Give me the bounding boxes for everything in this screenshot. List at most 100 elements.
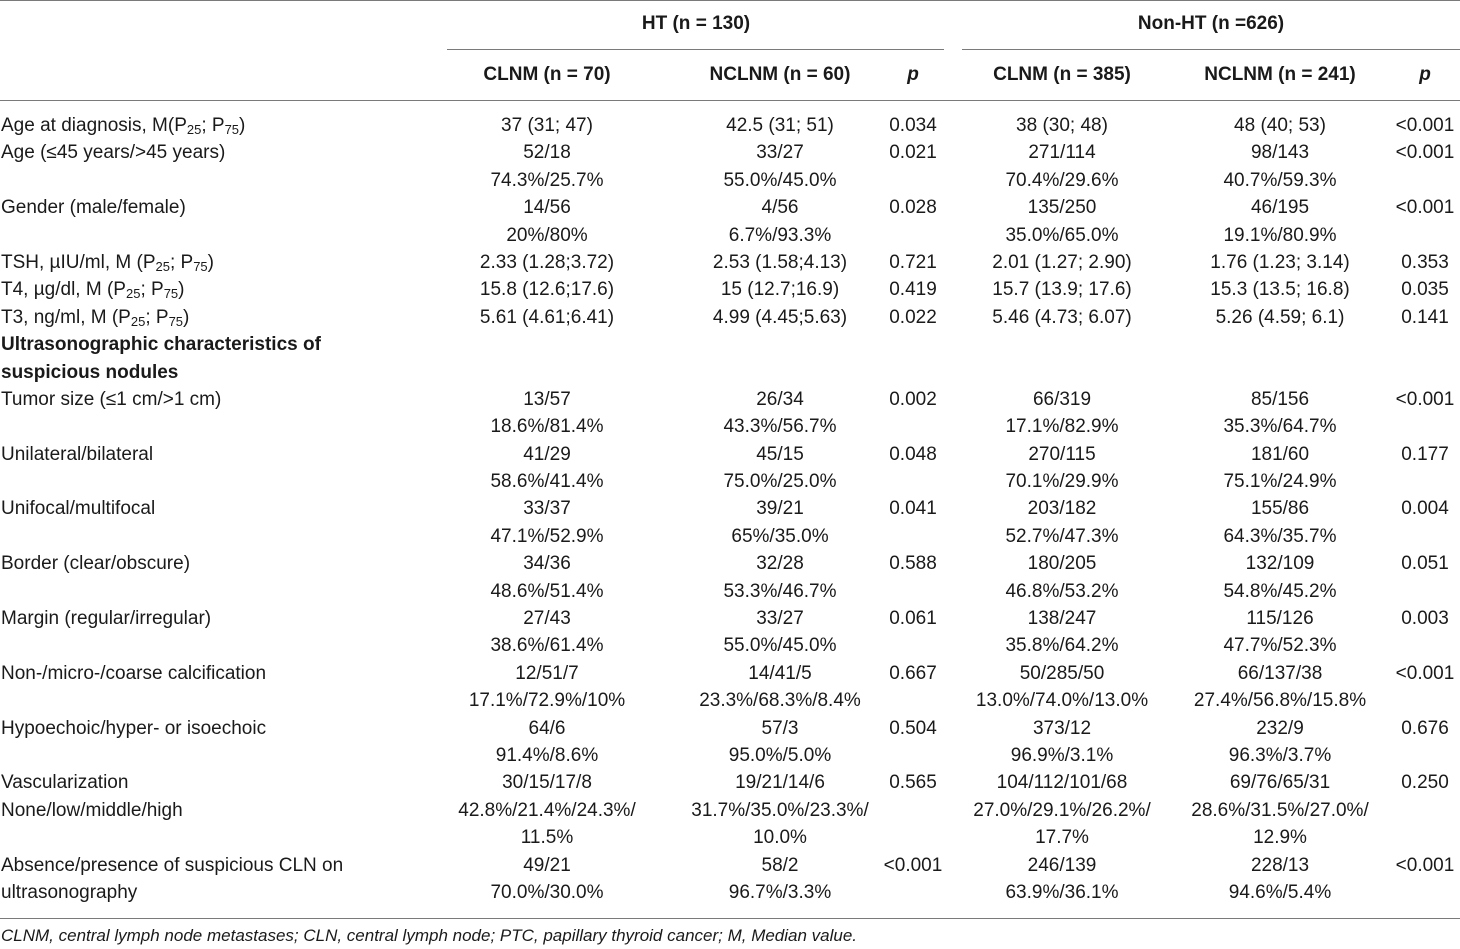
table-row: 17.1%/72.9%/10% 23.3%/68.3%/8.4% 13.0%/74.… [0,687,1460,714]
cell-nonht-nclnm: 96.3%/3.7% [1228,744,1332,766]
table-body: Age at diagnosis, M(P25; P75) 37 (31; 47)… [0,112,1460,906]
table-row: Ultrasonographic characteristics of [0,331,1460,358]
cell-ht-nclnm: 26/34 [756,388,804,410]
cell-nonht-nclnm: 66/137/38 [1237,662,1323,684]
cell-nonht-p: <0.001 [1395,854,1455,876]
cell-ht-p: 0.667 [889,662,937,684]
table-row: Border (clear/obscure) 34/36 32/28 0.588 180… [0,550,1460,577]
col-ht-nclnm: NCLNM (n = 60) [709,64,851,85]
row-label: Tumor size (≤1 cm/>1 cm) [1,388,222,410]
row-label: Border (clear/obscure) [1,553,191,575]
cell-ht-p: 0.588 [889,553,937,575]
cell-ht-clnm: 13/57 [523,388,571,410]
cell-ht-nclnm: 55.0%/45.0% [723,635,837,657]
cell-nonht-p: 0.003 [1401,608,1449,630]
cell-ht-nclnm: 57/3 [761,717,799,739]
cell-ht-clnm: 52/18 [523,142,571,164]
row-label: Age at diagnosis, M(P25; P75) [1,115,246,137]
row-label: Margin (regular/irregular) [1,608,212,630]
col-ht-p: p [907,64,919,85]
cell-ht-clnm: 37 (31; 47) [501,115,593,136]
col-ht-clnm: CLNM (n = 70) [483,64,611,85]
table-row: Hypoechoic/hyper- or isoechoic 64/6 57/3 0.… [0,715,1460,742]
cell-ht-clnm: 47.1%/52.9% [490,525,604,547]
table-row: 11.5% 10.0% 17.7% 12.9% [0,824,1460,851]
row-label: Age (≤45 years/>45 years) [1,142,226,164]
cell-ht-nclnm: 58/2 [761,854,799,876]
cell-ht-nclnm: 75.0%/25.0% [723,471,837,493]
cell-nonht-clnm: 203/182 [1027,498,1097,520]
cell-nonht-clnm: 66/319 [1032,388,1092,410]
cell-nonht-clnm: 246/139 [1027,854,1097,876]
table-row: Non-/micro-/coarse calcification 12/51/7 1… [0,660,1460,687]
cell-ht-nclnm: 15 (12.7;16.9) [720,279,840,301]
cell-nonht-clnm: 46.8%/53.2% [1005,580,1119,602]
row-label: ultrasonography [1,881,138,903]
cell-ht-clnm: 18.6%/81.4% [490,416,604,438]
table-row: Age (≤45 years/>45 years) 52/18 33/27 0.021… [0,139,1460,166]
cell-ht-clnm: 70.0%/30.0% [490,881,604,903]
cell-nonht-p: <0.001 [1395,197,1455,219]
cell-nonht-clnm: 35.8%/64.2% [1005,635,1119,657]
cell-ht-clnm: 27/43 [523,608,571,630]
cell-nonht-clnm: 50/285/50 [1019,662,1105,684]
cell-nonht-p: 0.353 [1401,251,1449,273]
cell-nonht-nclnm: 54.8%/45.2% [1223,580,1337,602]
row-label: None/low/middle/high [1,799,183,821]
cell-ht-nclnm: 14/41/5 [748,662,812,684]
cell-nonht-nclnm: 46/195 [1250,197,1310,219]
cell-nonht-nclnm: 69/76/65/31 [1229,772,1331,794]
table-row: 48.6%/51.4% 53.3%/46.7% 46.8%/53.2% 54.8%/4… [0,578,1460,605]
row-label: TSH, µIU/ml, M (P25; P75) [1,251,214,274]
cell-ht-nclnm: 55.0%/45.0% [723,169,837,191]
cell-ht-p: 0.504 [889,717,937,739]
cell-ht-nclnm: 33/27 [756,608,804,630]
cell-nonht-nclnm: 40.7%/59.3% [1223,169,1337,191]
cell-ht-clnm: 5.61 (4.61;6.41) [479,306,615,328]
cell-ht-clnm: 11.5% [520,827,574,849]
cell-nonht-nclnm: 15.3 (13.5; 16.8) [1210,279,1350,301]
cell-ht-p: 0.048 [889,443,937,465]
row-label: Gender (male/female) [1,197,186,219]
cell-nonht-nclnm: 94.6%/5.4% [1228,881,1332,903]
cell-ht-p: 0.028 [889,197,937,219]
cell-nonht-p: <0.001 [1395,142,1455,164]
table-row: Absence/presence of suspicious CLN on 49/… [0,852,1460,879]
cell-nonht-nclnm: 12.9% [1253,827,1307,849]
table-row: suspicious nodules [0,359,1460,386]
cell-ht-nclnm: 10.0% [753,827,807,849]
table-row: Margin (regular/irregular) 27/43 33/27 0.06… [0,605,1460,632]
row-label: Unifocal/multifocal [1,498,156,520]
cell-nonht-nclnm: 228/13 [1250,854,1310,876]
cell-nonht-clnm: 35.0%/65.0% [1005,224,1119,246]
cell-ht-nclnm: 19/21/14/6 [735,772,825,794]
table-row: Gender (male/female) 14/56 4/56 0.028 135/25… [0,194,1460,221]
cell-nonht-nclnm: 232/9 [1256,717,1304,739]
cell-ht-clnm: 74.3%/25.7% [490,169,604,191]
table-row: TSH, µIU/ml, M (P25; P75) 2.33 (1.28;3.72… [0,249,1460,276]
cell-nonht-nclnm: 64.3%/35.7% [1223,525,1337,547]
cell-ht-p: 0.565 [889,772,937,794]
top-rule [0,0,1460,1]
cell-ht-nclnm: 53.3%/46.7% [723,580,837,602]
table-row: Unilateral/bilateral 41/29 45/15 0.048 270/1… [0,441,1460,468]
cell-nonht-clnm: 96.9%/3.1% [1010,744,1114,766]
cell-nonht-p: <0.001 [1395,662,1455,684]
cell-nonht-p: 0.035 [1401,279,1449,301]
table-row: None/low/middle/high 42.8%/21.4%/24.3%/ 31… [0,797,1460,824]
cell-ht-clnm: 2.33 (1.28;3.72) [479,251,615,273]
cell-ht-clnm: 64/6 [528,717,566,739]
table-row: 91.4%/8.6% 95.0%/5.0% 96.9%/3.1% 96.3%/3.7% [0,742,1460,769]
cell-ht-nclnm: 96.7%/3.3% [728,881,832,903]
cell-nonht-p: 0.676 [1401,717,1449,739]
cell-ht-nclnm: 45/15 [756,443,804,465]
cell-nonht-p: 0.004 [1401,498,1449,520]
cell-ht-clnm: 14/56 [523,197,571,219]
group-nonht-heading: Non-HT (n =626) [1137,13,1285,34]
cell-ht-clnm: 42.8%/21.4%/24.3%/ [458,799,636,821]
cell-ht-nclnm: 95.0%/5.0% [728,744,832,766]
cell-nonht-nclnm: 27.4%/56.8%/15.8% [1193,690,1367,712]
cell-nonht-clnm: 13.0%/74.0%/13.0% [975,690,1149,712]
header-rule [0,100,1460,101]
cell-ht-p: 0.034 [889,115,937,136]
